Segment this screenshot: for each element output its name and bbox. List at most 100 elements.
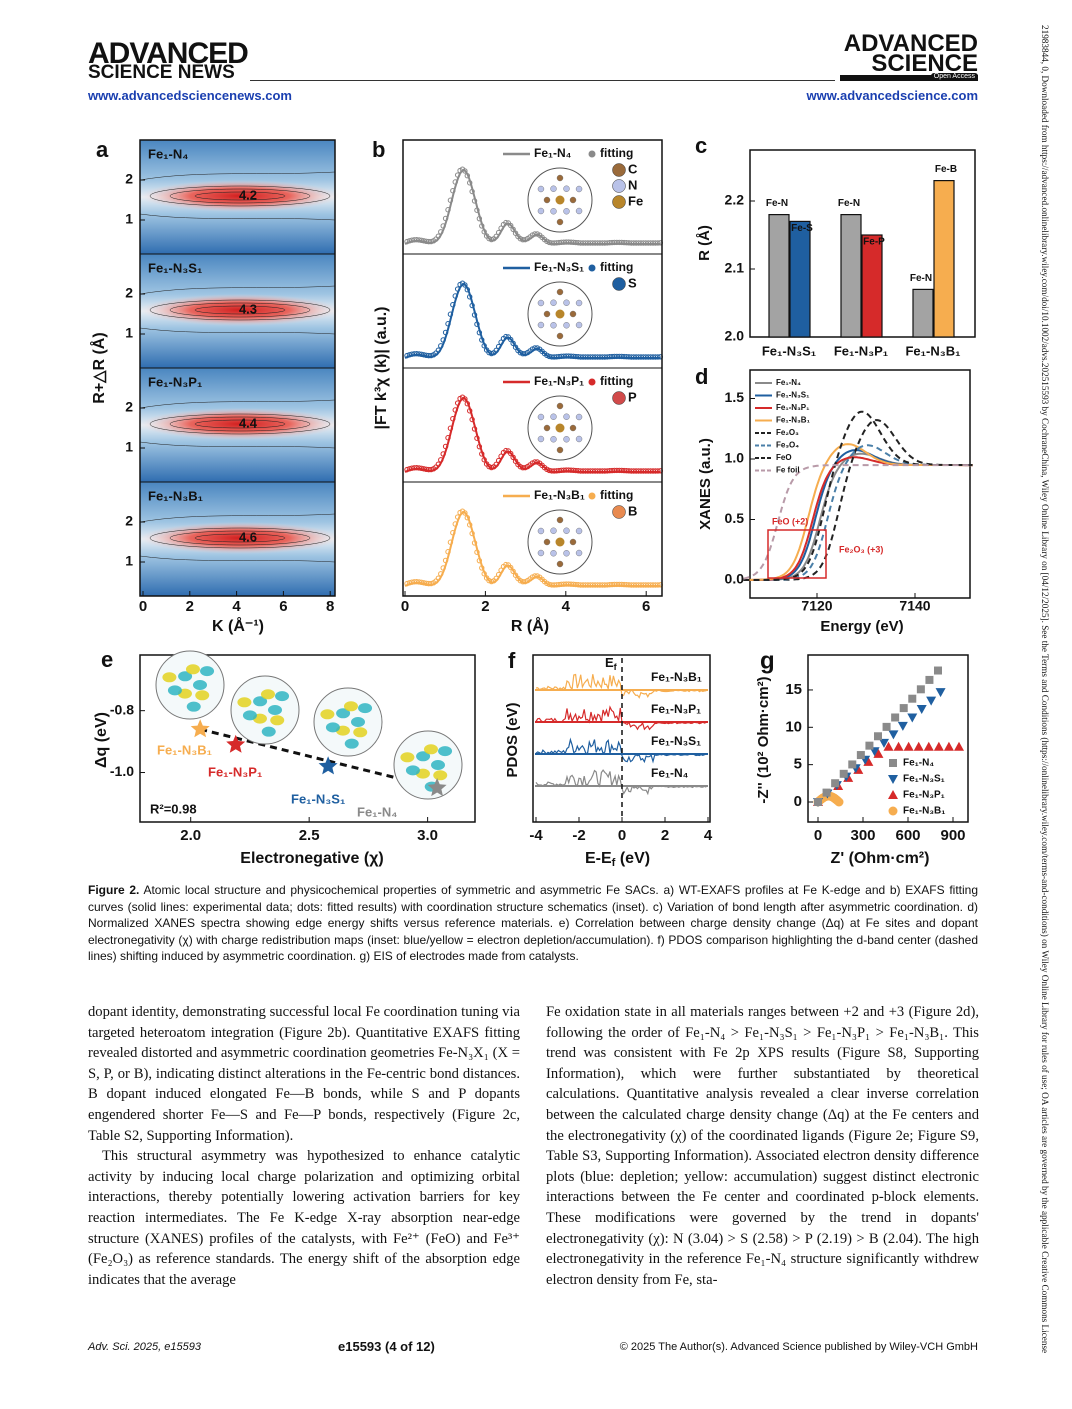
fit-dot bbox=[508, 450, 514, 457]
charge-lobe bbox=[237, 697, 252, 708]
charge-lobe bbox=[344, 738, 359, 749]
atom-legend-ball bbox=[612, 179, 626, 193]
atom bbox=[543, 538, 551, 546]
data-star bbox=[427, 778, 447, 797]
legend-dot bbox=[588, 150, 596, 158]
atom-legend-label: P bbox=[628, 389, 637, 404]
pdos-curve bbox=[535, 705, 707, 731]
caption-lead: Figure 2. bbox=[88, 883, 140, 897]
paragraph: dopant identity, demonstrating successfu… bbox=[88, 1004, 520, 1144]
charge-lobe bbox=[260, 689, 275, 700]
marker bbox=[916, 705, 927, 715]
x-axis-label: Energy (eV) bbox=[820, 618, 903, 635]
charge-lobe bbox=[167, 685, 182, 696]
fit-dot bbox=[503, 219, 509, 226]
marker bbox=[882, 722, 891, 731]
data-star bbox=[318, 756, 338, 775]
marker bbox=[903, 741, 914, 751]
heatmap-peak bbox=[140, 294, 340, 326]
fit-dot bbox=[447, 197, 454, 203]
xanes-curve bbox=[743, 464, 973, 580]
contour bbox=[169, 416, 311, 432]
marker bbox=[831, 779, 840, 788]
fermi-label-part: f bbox=[614, 662, 618, 672]
contour bbox=[139, 213, 336, 221]
peak-value: 4.4 bbox=[239, 415, 258, 430]
fit-dot bbox=[418, 579, 425, 586]
x-axis-label: K (Å⁻¹) bbox=[212, 616, 264, 635]
x-tick-label: 600 bbox=[895, 827, 920, 844]
x-tick-label: 6 bbox=[642, 598, 650, 615]
fit-dot bbox=[510, 568, 516, 574]
contour bbox=[169, 188, 311, 204]
marker bbox=[822, 788, 831, 797]
x-tick-label: 300 bbox=[850, 827, 875, 844]
atom bbox=[575, 299, 583, 307]
bar-label: Fe-N bbox=[910, 273, 932, 284]
bar bbox=[933, 180, 955, 338]
x-tick-label: 3.0 bbox=[417, 827, 438, 844]
fit-dot bbox=[428, 466, 434, 473]
fit-dot bbox=[471, 426, 478, 432]
fit-dot bbox=[493, 233, 499, 240]
charge-lobe bbox=[268, 705, 282, 715]
fit-dot bbox=[481, 343, 487, 349]
fit-dot bbox=[462, 510, 468, 516]
fit-dot bbox=[520, 237, 526, 243]
fit-dot bbox=[520, 351, 526, 357]
charge-lobe bbox=[433, 770, 448, 781]
fit-dot bbox=[404, 352, 410, 359]
x-tick-label: 4 bbox=[704, 827, 713, 844]
atom-legend-ball bbox=[612, 391, 626, 405]
legend-label: Fe foil bbox=[776, 466, 800, 475]
charge-lobe bbox=[162, 672, 177, 683]
marker bbox=[913, 741, 924, 751]
x-tick-label: 2 bbox=[481, 598, 489, 615]
xanes-curve bbox=[743, 419, 973, 581]
charge-lobe bbox=[200, 666, 215, 677]
x-tick-label: 2.5 bbox=[299, 827, 320, 844]
publisher-logo: ADVANCED bbox=[88, 37, 249, 70]
atom bbox=[537, 207, 545, 215]
atom-fe bbox=[555, 537, 565, 547]
atom-legend-label: Fe bbox=[628, 193, 643, 208]
x-tick-label: 7120 bbox=[801, 598, 832, 614]
contour bbox=[139, 555, 336, 563]
axes-frame bbox=[749, 369, 971, 599]
contour bbox=[139, 399, 336, 409]
fit-dot bbox=[479, 223, 485, 229]
y-tick-label: 2.0 bbox=[725, 328, 745, 344]
legend-dot bbox=[588, 378, 596, 386]
fit-dot bbox=[428, 352, 434, 359]
contour bbox=[149, 527, 331, 549]
atom bbox=[537, 549, 545, 557]
atom bbox=[537, 413, 545, 421]
marker bbox=[926, 696, 937, 706]
fit-dot bbox=[493, 461, 499, 468]
x-tick-label: 0 bbox=[139, 598, 147, 615]
fit-dot bbox=[454, 514, 461, 520]
atom bbox=[575, 527, 583, 535]
fit-dot bbox=[450, 301, 456, 308]
fit-dot bbox=[467, 180, 473, 186]
curve-label: Fe₁-N₃P₁ bbox=[651, 702, 701, 716]
atom bbox=[550, 550, 557, 557]
fit-dot bbox=[418, 465, 425, 472]
x-axis-label: R (Å) bbox=[511, 616, 549, 635]
fit-dot bbox=[469, 188, 475, 195]
fit-dot bbox=[438, 343, 444, 349]
publisher-url[interactable]: www.advancedsciencenews.com bbox=[88, 88, 292, 103]
fit-dot bbox=[510, 454, 516, 460]
fit-dot bbox=[495, 571, 502, 578]
fit-dot bbox=[498, 453, 504, 459]
fit-dot bbox=[426, 352, 432, 359]
marker bbox=[943, 741, 954, 751]
journal-url[interactable]: www.advancedscience.com bbox=[806, 88, 978, 103]
charge-lobe bbox=[400, 752, 415, 763]
atom bbox=[563, 299, 570, 306]
fit-dot bbox=[474, 207, 480, 213]
paragraph: This structural asymmetry was hypothesiz… bbox=[88, 1148, 520, 1288]
panel-label: c bbox=[695, 133, 707, 158]
fit-dot bbox=[445, 435, 451, 441]
curve-label: Fe₁-N₄ bbox=[651, 766, 689, 780]
